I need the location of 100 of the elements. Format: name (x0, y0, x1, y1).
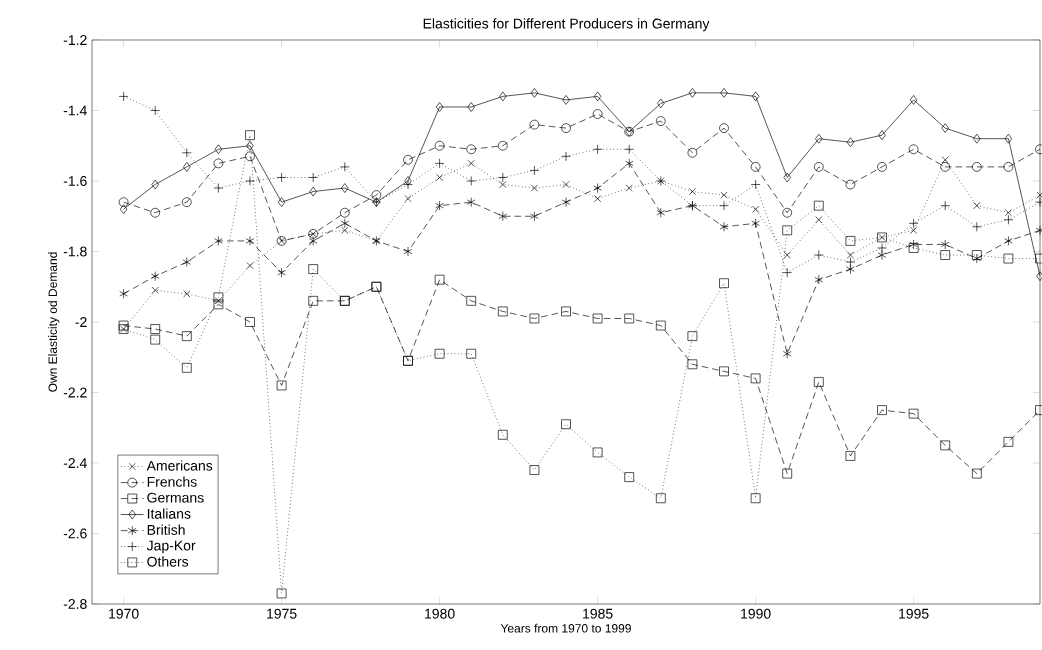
point (435, 102, 444, 112)
point (466, 348, 477, 359)
point (624, 158, 634, 169)
point (624, 313, 635, 324)
x-tick-label: 1970 (109, 608, 139, 619)
y-axis-title: Own Elasticity od Demand (48, 252, 60, 392)
point (562, 181, 570, 189)
point (466, 144, 477, 155)
point (434, 140, 445, 151)
point (782, 468, 793, 479)
point (118, 320, 129, 331)
point (940, 440, 951, 451)
point (1036, 191, 1042, 199)
point (973, 202, 981, 210)
point (150, 207, 161, 218)
point (688, 88, 697, 98)
point (214, 236, 223, 246)
legend-label: Italians (147, 508, 191, 519)
point (624, 472, 635, 482)
point (720, 88, 728, 98)
point (719, 221, 729, 232)
point (655, 493, 666, 504)
point (909, 239, 918, 250)
chart-title: Elasticities for Different Producers in Germany (423, 18, 710, 32)
legend-label: British (147, 524, 185, 535)
legend-label: Jap-Kor (146, 540, 196, 554)
point (846, 251, 854, 259)
point (276, 380, 287, 391)
point (213, 292, 224, 303)
y-tick-label: -2.6 (63, 528, 87, 539)
point (404, 176, 412, 186)
point (467, 159, 475, 167)
point (245, 151, 255, 162)
point (971, 162, 982, 172)
point (499, 181, 507, 189)
point (151, 286, 159, 294)
x-axis-title: Years from 1970 to 1999 (500, 623, 631, 633)
point (593, 91, 602, 102)
x-tick-label: 1995 (899, 608, 929, 619)
y-tick-label: -1.6 (63, 176, 87, 186)
point (687, 147, 698, 158)
point (752, 205, 760, 213)
point (340, 218, 350, 229)
point (782, 348, 792, 359)
point (594, 195, 602, 203)
point (1003, 437, 1014, 447)
point (877, 162, 887, 172)
point (371, 190, 382, 200)
point (467, 102, 475, 112)
point (276, 588, 287, 599)
point (908, 243, 919, 253)
point (309, 186, 317, 197)
point (1004, 236, 1013, 246)
point (562, 95, 570, 105)
point (497, 140, 508, 151)
point (182, 257, 192, 267)
point (341, 183, 349, 193)
point (404, 195, 412, 203)
point (592, 447, 603, 458)
point (687, 331, 698, 341)
legend-label: Americans (146, 460, 213, 471)
point (277, 197, 286, 207)
point (1004, 209, 1012, 217)
point (688, 188, 696, 196)
point (655, 116, 666, 126)
point (150, 324, 161, 334)
point (751, 91, 760, 102)
point (561, 419, 571, 430)
point (655, 320, 666, 331)
point (814, 274, 824, 285)
point (941, 156, 949, 164)
point (213, 158, 224, 169)
point (751, 218, 760, 229)
point (971, 468, 982, 479)
point (529, 465, 540, 475)
point (973, 133, 981, 144)
point (719, 278, 729, 289)
point (435, 200, 444, 211)
point (181, 331, 192, 341)
point (339, 207, 350, 218)
point (656, 207, 666, 218)
point (434, 348, 445, 359)
legend-label: Others (147, 556, 189, 567)
point (783, 172, 791, 183)
point (530, 211, 539, 222)
point (592, 109, 603, 119)
point (403, 246, 413, 257)
x-tick-label: 1985 (583, 608, 613, 619)
x-tick-label: 1990 (741, 608, 771, 619)
point (308, 264, 319, 274)
legend-label: Germans (147, 492, 204, 503)
point (845, 236, 856, 246)
point (183, 162, 191, 172)
y-tick-label: -2 (75, 317, 87, 327)
point (815, 133, 823, 144)
point (593, 183, 602, 193)
point (846, 264, 855, 274)
point (214, 144, 223, 155)
point (561, 197, 571, 207)
point (150, 271, 160, 282)
